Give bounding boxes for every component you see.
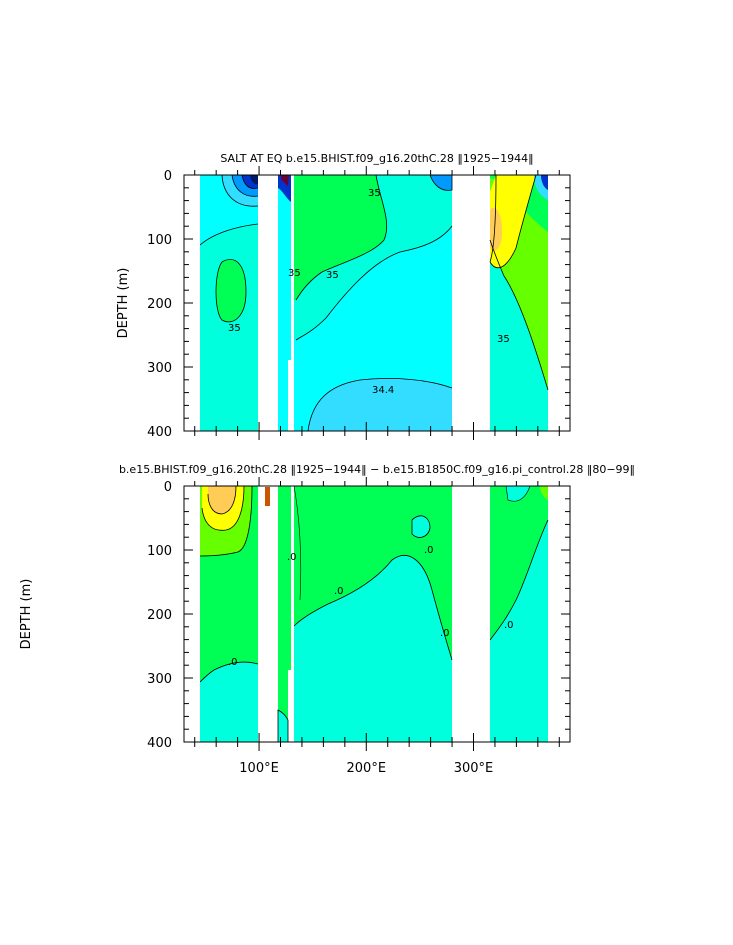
bottom-y-tick-label: 300	[147, 672, 172, 687]
top-contour-label: 35	[368, 188, 381, 199]
bottom-contour-label: .0	[287, 552, 297, 563]
top-field: 35 35 35 35 34.4 35	[199, 175, 549, 431]
bottom-contour-label: .0	[334, 586, 344, 597]
bottom-x-tick-label: 200°E	[347, 761, 387, 776]
bottom-basin-indian	[199, 486, 259, 742]
top-y-axis: 0 100 200 300 400	[147, 169, 570, 440]
top-contour-label: 35	[288, 268, 301, 279]
bottom-y-tick-label: 0	[164, 480, 172, 495]
bottom-title: b.e15.BHIST.f09_g16.20thC.28 ‖1925−1944‖…	[119, 463, 635, 476]
bottom-basin-pacific	[293, 486, 453, 742]
top-y-tick-label: 0	[164, 169, 172, 184]
top-y-tick-label: 300	[147, 361, 172, 376]
top-basin-pacific	[294, 175, 453, 431]
top-y-tick-label: 200	[147, 297, 172, 312]
bottom-basin-atlantic	[489, 486, 549, 742]
top-ylabel: DEPTH (m)	[116, 268, 131, 339]
bottom-x-tick-label: 300°E	[454, 761, 494, 776]
bottom-x-tick-label: 100°E	[239, 761, 279, 776]
bottom-x-axis: 100°E 200°E 300°E	[194, 477, 560, 776]
bottom-contour-label: .0	[440, 628, 450, 639]
bottom-strip	[265, 486, 292, 742]
top-basin-indian	[199, 175, 259, 431]
top-y-tick-label: 400	[147, 425, 172, 440]
bottom-field: .0 .0 .0 .0 .0 .0	[199, 486, 549, 742]
bottom-y-axis: 0 100 200 300 400	[147, 480, 570, 751]
top-contour-label: 35	[228, 323, 241, 334]
bottom-y-tick-label: 200	[147, 608, 172, 623]
top-contour-label: 34.4	[372, 385, 394, 396]
bottom-contour-label: .0	[504, 620, 514, 631]
top-contour-label: 35	[326, 270, 339, 281]
top-panel: SALT AT EQ b.e15.BHIST.f09_g16.20thC.28 …	[116, 152, 571, 440]
top-x-axis	[194, 166, 560, 440]
top-y-tick-label: 100	[147, 233, 172, 248]
bottom-y-tick-label: 100	[147, 544, 172, 559]
top-basin-atlantic	[489, 175, 549, 431]
bottom-panel: b.e15.BHIST.f09_g16.20thC.28 ‖1925−1944‖…	[19, 463, 635, 776]
top-title: SALT AT EQ b.e15.BHIST.f09_g16.20thC.28 …	[220, 152, 533, 165]
bottom-y-tick-label: 400	[147, 736, 172, 751]
bottom-contour-label: .0	[228, 657, 238, 668]
bottom-contour-label: .0	[424, 545, 434, 556]
top-strip	[278, 175, 292, 431]
bottom-ylabel: DEPTH (m)	[19, 579, 34, 650]
top-contour-label: 35	[497, 334, 510, 345]
